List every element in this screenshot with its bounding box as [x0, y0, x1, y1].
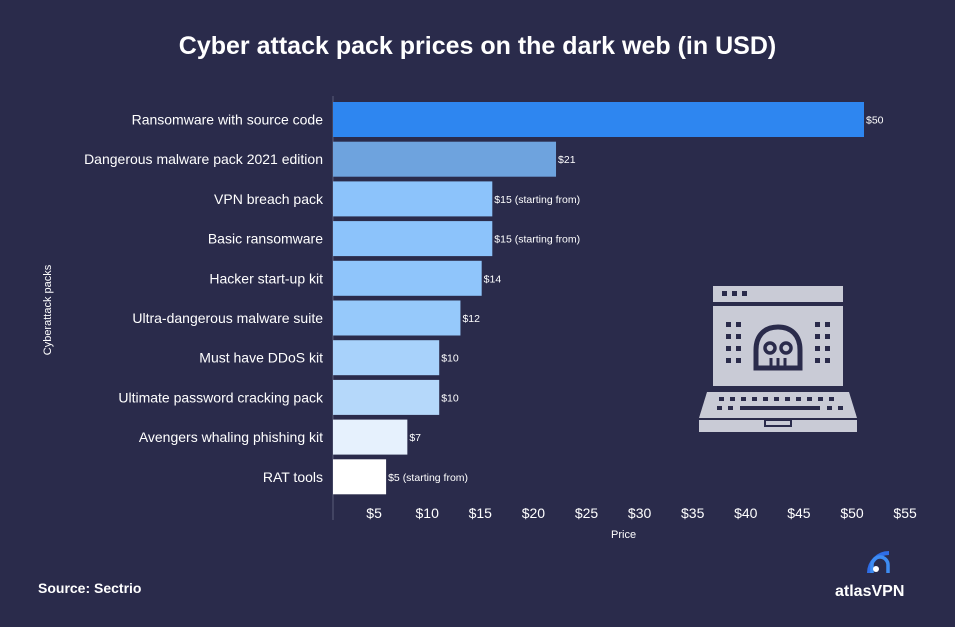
category-label: Basic ransomware — [208, 231, 323, 247]
bar — [333, 300, 461, 336]
category-label: Hacker start-up kit — [209, 270, 323, 286]
data-label: $5 (starting from) — [388, 472, 468, 484]
category-label: Ransomware with source code — [132, 112, 324, 128]
bar — [333, 221, 493, 257]
category-label: Must have DDoS kit — [199, 350, 323, 366]
category-label: Ultimate password cracking pack — [118, 389, 324, 405]
category-label: Avengers whaling phishing kit — [139, 429, 323, 445]
chart-title: Cyber attack pack prices on the dark web… — [178, 32, 777, 60]
x-tick-label: $15 — [469, 505, 493, 521]
bar — [333, 379, 440, 415]
category-label: Dangerous malware pack 2021 edition — [84, 151, 323, 167]
data-label: $15 (starting from) — [494, 234, 580, 246]
data-label: $12 — [462, 313, 480, 325]
x-tick-label: $25 — [575, 505, 599, 521]
data-label: $21 — [558, 154, 576, 166]
atlasvpn-logo-icon — [867, 551, 890, 574]
brand-name: atlasVPN — [835, 583, 905, 600]
data-label: $15 (starting from) — [494, 194, 580, 206]
x-tick-label: $55 — [893, 505, 917, 521]
x-axis-label: Price — [611, 529, 637, 541]
data-label: $14 — [484, 273, 502, 285]
bar — [333, 141, 557, 177]
source-note: Source: Sectrio — [38, 580, 142, 596]
x-tick-label: $50 — [840, 505, 864, 521]
bar — [333, 102, 864, 137]
x-tick-label: $20 — [522, 505, 546, 521]
bar — [333, 419, 408, 455]
laptop-skull-icon — [699, 286, 857, 432]
bar — [333, 340, 440, 376]
x-tick-label: $10 — [416, 505, 440, 521]
bar — [333, 459, 387, 495]
bar — [333, 181, 493, 217]
x-tick-label: $30 — [628, 505, 652, 521]
x-tick-label: $45 — [787, 505, 811, 521]
data-label: $7 — [409, 432, 421, 444]
data-label: $10 — [441, 353, 459, 365]
data-label: $50 — [866, 115, 884, 127]
data-label: $10 — [441, 392, 459, 404]
x-tick-label: $35 — [681, 505, 705, 521]
category-label: VPN breach pack — [214, 191, 324, 207]
category-label: RAT tools — [263, 469, 323, 485]
x-tick-label: $5 — [366, 505, 382, 521]
x-tick-label: $40 — [734, 505, 758, 521]
bar — [333, 260, 482, 296]
category-label: Ultra-dangerous malware suite — [132, 310, 323, 326]
